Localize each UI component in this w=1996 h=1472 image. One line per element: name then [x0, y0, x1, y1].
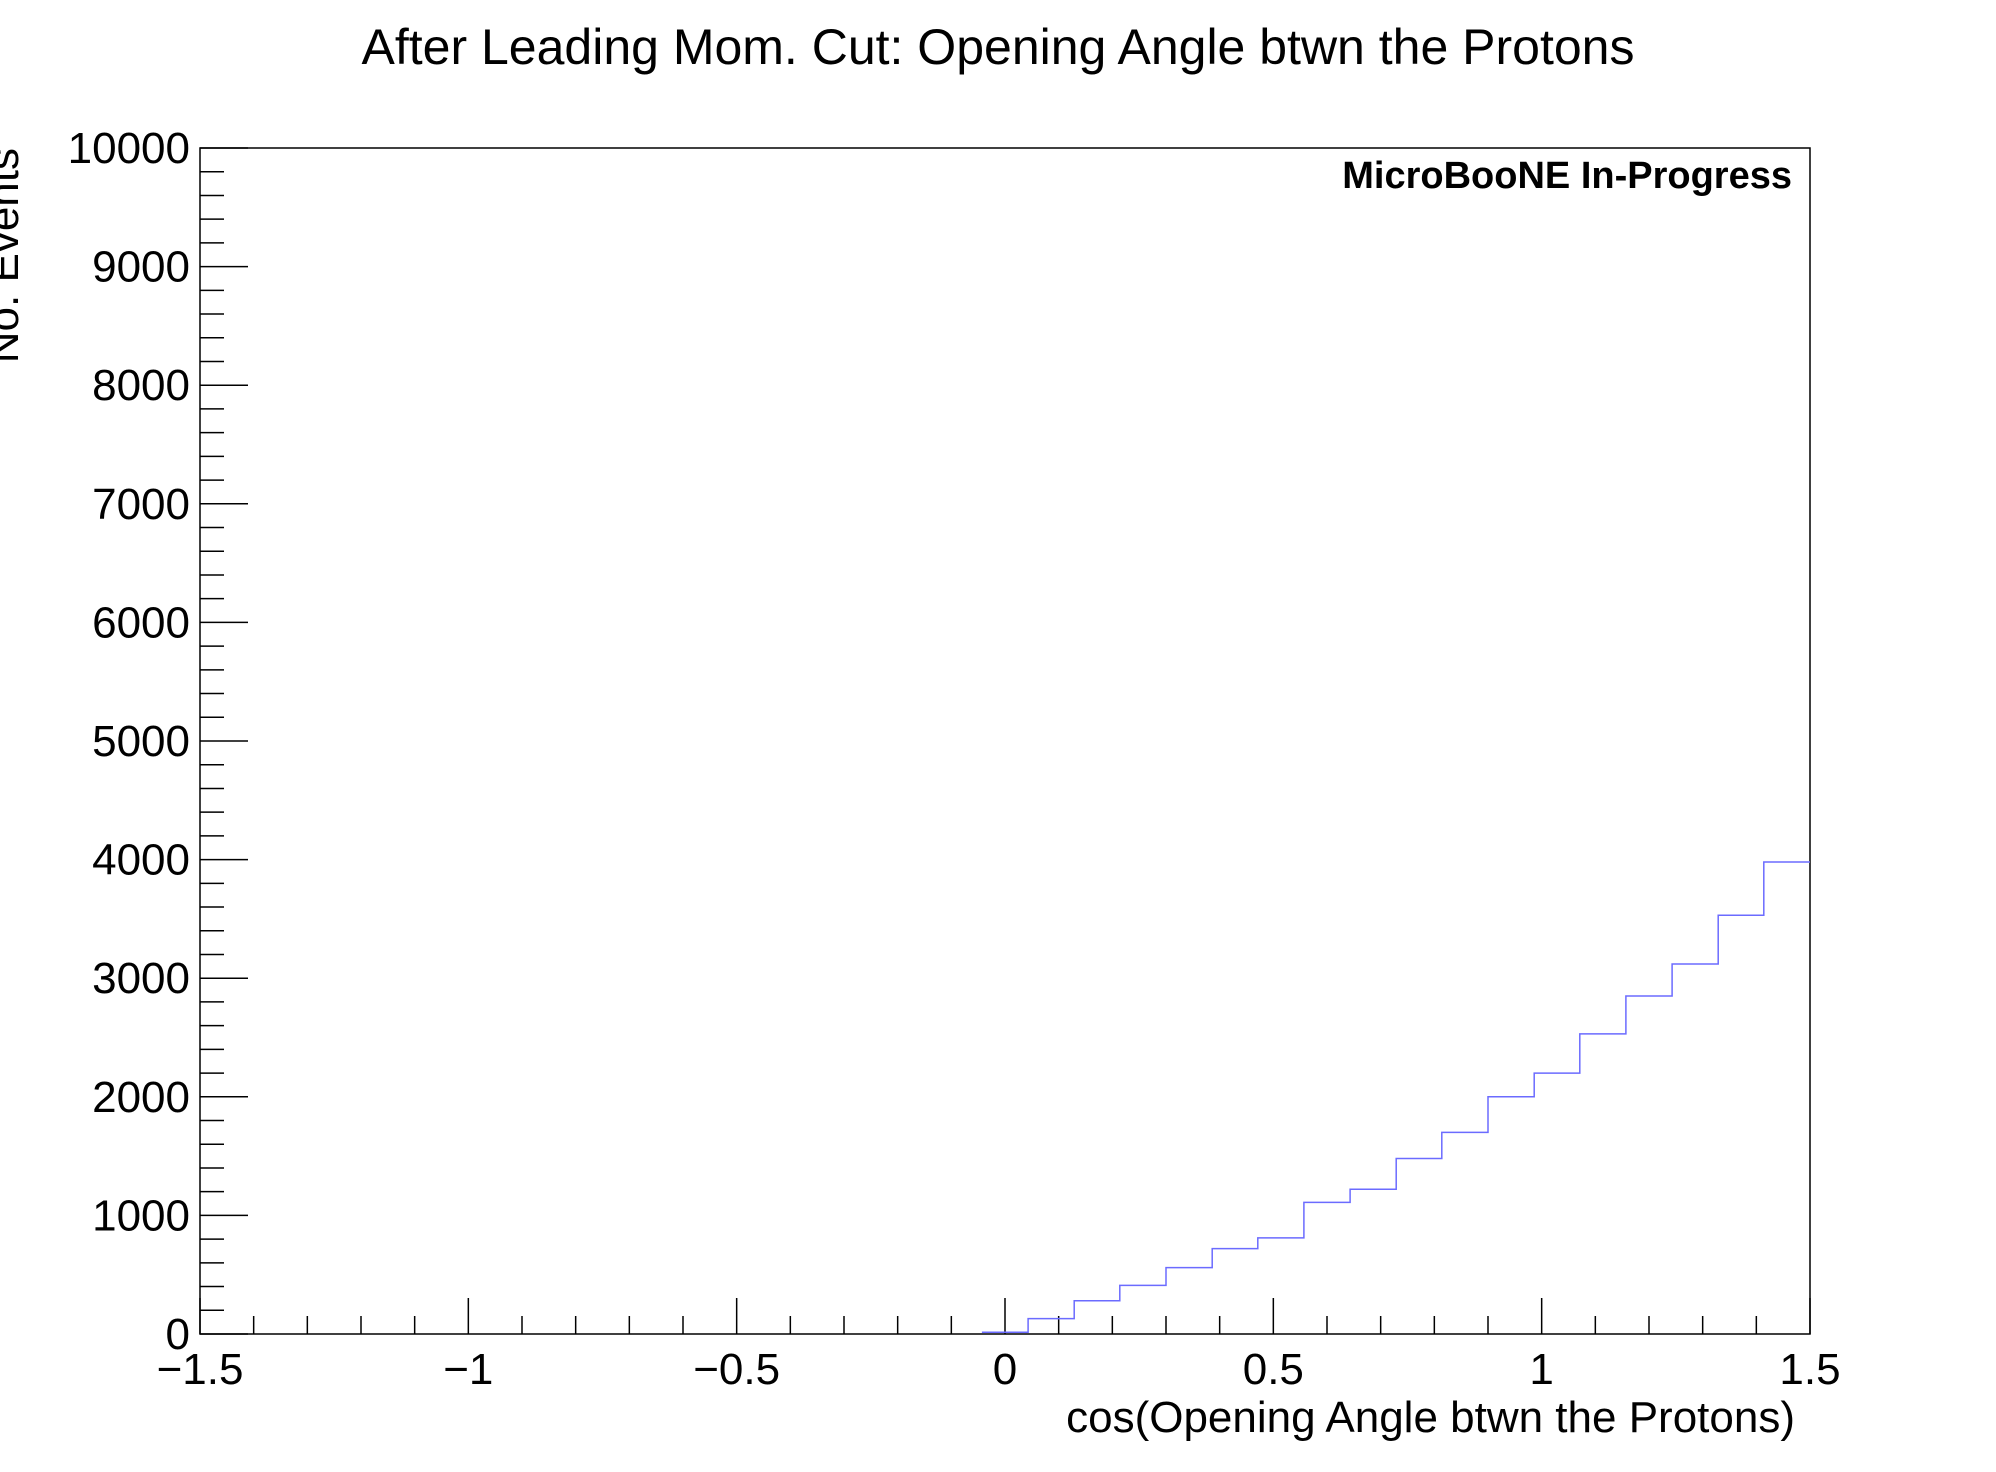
histogram-bin [1258, 1237, 1304, 1239]
histogram-bin [1488, 1096, 1534, 1098]
histogram-bin [1396, 1157, 1442, 1159]
y-tick-label: 10000 [68, 124, 190, 173]
histogram-bin [1626, 995, 1672, 997]
histogram-bin [1350, 1188, 1396, 1190]
x-tick-label: 1 [1529, 1345, 1553, 1394]
histogram-bin [1166, 1267, 1212, 1269]
histogram-bin [1672, 963, 1718, 965]
x-axis: −1.5 −1 −0.5 0 0.5 1 1.5 [157, 1298, 1841, 1394]
y-tick-label: 0 [166, 1310, 190, 1359]
x-axis-label: cos(Opening Angle btwn the Protons) [1066, 1393, 1795, 1442]
x-tick-label: −0.5 [693, 1345, 780, 1394]
x-tick-label: −1.5 [157, 1345, 244, 1394]
y-tick-label: 2000 [92, 1073, 190, 1122]
histogram-bin [982, 1331, 1028, 1333]
plot-frame [199, 147, 1811, 1335]
histogram-bin [1212, 1248, 1258, 1250]
histogram-series [981, 861, 1810, 1333]
y-tick-label: 5000 [92, 717, 190, 766]
y-axis: 0 1000 2000 3000 4000 5000 6000 7000 8000 9000 100… [68, 124, 248, 1359]
histogram-bin [1120, 1284, 1166, 1286]
x-tick-label: 0 [993, 1345, 1017, 1394]
y-tick-label: 4000 [92, 836, 190, 885]
y-tick-label: 9000 [92, 243, 190, 292]
y-tick-label: 8000 [92, 361, 190, 410]
y-tick-label: 6000 [92, 598, 190, 647]
experiment-label: MicroBooNE In-Progress [1342, 155, 1792, 197]
x-tick-label: −1 [443, 1345, 493, 1394]
chart-title: After Leading Mom. Cut: Opening Angle bt… [362, 19, 1635, 75]
histogram-bin [1304, 1201, 1350, 1203]
histogram-bin [1028, 1318, 1074, 1320]
x-tick-label: 1.5 [1779, 1345, 1840, 1394]
histogram-line [981, 861, 1810, 1333]
histogram-bin [1718, 914, 1764, 916]
x-tick-label: 0.5 [1243, 1345, 1304, 1394]
y-tick-label: 1000 [92, 1191, 190, 1240]
histogram-bin [1580, 1033, 1626, 1035]
y-tick-label: 7000 [92, 480, 190, 529]
y-tick-label: 3000 [92, 954, 190, 1003]
histogram-bin [1442, 1131, 1488, 1133]
histogram-bin [1764, 861, 1810, 863]
histogram-bin [1534, 1072, 1580, 1074]
histogram-bin [1074, 1300, 1120, 1302]
y-axis-label: No. Events [0, 148, 28, 363]
